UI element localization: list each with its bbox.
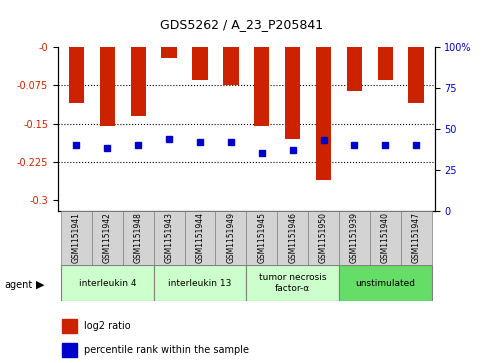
Text: GSM1151942: GSM1151942 (103, 212, 112, 263)
FancyBboxPatch shape (308, 211, 339, 265)
Text: unstimulated: unstimulated (355, 279, 415, 287)
Text: GSM1151939: GSM1151939 (350, 212, 359, 263)
Text: tumor necrosis
factor-α: tumor necrosis factor-α (259, 273, 327, 293)
Bar (62, 343, 77, 357)
Bar (378, 47, 393, 80)
FancyBboxPatch shape (401, 211, 432, 265)
Bar (130, 47, 146, 116)
Text: GDS5262 / A_23_P205841: GDS5262 / A_23_P205841 (160, 18, 323, 31)
Bar (316, 47, 331, 180)
Bar (285, 47, 300, 139)
Bar (192, 47, 208, 80)
Text: interleukin 13: interleukin 13 (168, 279, 232, 287)
Bar (99, 47, 115, 126)
FancyBboxPatch shape (370, 211, 401, 265)
Bar (254, 47, 270, 126)
Bar (161, 47, 177, 58)
FancyBboxPatch shape (92, 211, 123, 265)
FancyBboxPatch shape (154, 265, 246, 301)
Text: GSM1151947: GSM1151947 (412, 212, 421, 263)
Bar (69, 47, 84, 103)
Text: GSM1151945: GSM1151945 (257, 212, 266, 263)
Text: GSM1151946: GSM1151946 (288, 212, 297, 263)
FancyBboxPatch shape (215, 211, 246, 265)
Text: log2 ratio: log2 ratio (85, 321, 131, 331)
FancyBboxPatch shape (339, 265, 432, 301)
FancyBboxPatch shape (61, 211, 92, 265)
FancyBboxPatch shape (123, 211, 154, 265)
Text: GSM1151941: GSM1151941 (72, 212, 81, 263)
Text: GSM1151949: GSM1151949 (227, 212, 235, 263)
Bar (347, 47, 362, 91)
Bar (409, 47, 424, 103)
Bar (62, 319, 77, 333)
Text: GSM1151950: GSM1151950 (319, 212, 328, 263)
FancyBboxPatch shape (246, 211, 277, 265)
Text: GSM1151944: GSM1151944 (196, 212, 204, 263)
Text: interleukin 4: interleukin 4 (79, 279, 136, 287)
Text: GSM1151940: GSM1151940 (381, 212, 390, 263)
FancyBboxPatch shape (246, 265, 339, 301)
FancyBboxPatch shape (277, 211, 308, 265)
Text: ▶: ▶ (36, 280, 45, 290)
Text: percentile rank within the sample: percentile rank within the sample (85, 345, 249, 355)
Text: GSM1151943: GSM1151943 (165, 212, 173, 263)
FancyBboxPatch shape (61, 265, 154, 301)
Text: agent: agent (5, 280, 33, 290)
FancyBboxPatch shape (339, 211, 370, 265)
FancyBboxPatch shape (154, 211, 185, 265)
Bar (223, 47, 239, 85)
Text: GSM1151948: GSM1151948 (134, 212, 143, 263)
FancyBboxPatch shape (185, 211, 215, 265)
